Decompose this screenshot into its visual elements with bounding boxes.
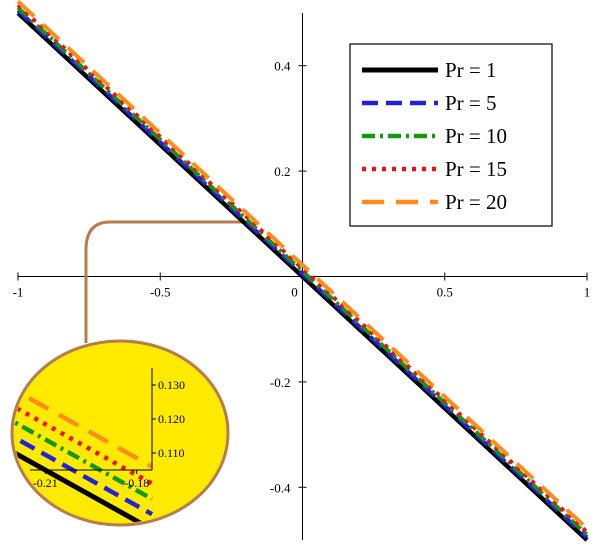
x-tick-label: 0.5 <box>437 285 453 300</box>
inset-x-tick-label: -0.18 <box>124 476 149 490</box>
inset-series <box>14 379 154 523</box>
y-tick-label: 0.4 <box>274 59 291 74</box>
inset-y-tick-label: 0.110 <box>158 446 185 460</box>
y-tick-label: 0.2 <box>274 164 290 179</box>
legend-label-3: Pr = 10 <box>445 124 507 148</box>
legend-label-5: Pr = 20 <box>445 190 507 214</box>
x-tick-label: 0 <box>291 285 298 300</box>
connector-path <box>84 220 245 343</box>
inset-series-line-2 <box>14 427 154 517</box>
inset-circle <box>10 339 230 527</box>
x-tick-label: -0.5 <box>150 285 171 300</box>
tick-labels: -1 -0.5 0 0.5 1 0.4 0.2 -0.2 -0.4 <box>13 59 591 496</box>
y-tick-label: -0.2 <box>270 375 291 390</box>
legend-label-4: Pr = 15 <box>445 157 507 181</box>
x-tick-label: -1 <box>13 285 24 300</box>
series-line-5 <box>16 0 589 530</box>
legend-box <box>349 43 553 227</box>
inset-series-line-1 <box>14 442 154 523</box>
legend: Pr = 1 Pr = 5 Pr = 10 Pr = 15 Pr = 20 <box>349 43 553 227</box>
series-lines <box>16 0 589 542</box>
inset-zoom: -0.21 -0.18 0.130 0.120 0.110 <box>10 339 230 527</box>
inset-series-line-3 <box>14 411 154 501</box>
inset-y-tick-label: 0.120 <box>158 412 185 426</box>
legend-label-2: Pr = 5 <box>445 91 497 115</box>
legend-label-1: Pr = 1 <box>445 58 497 82</box>
y-tick-label: -0.4 <box>270 480 291 495</box>
x-tick-label: 1 <box>584 285 591 300</box>
inset-y-tick-label: 0.130 <box>158 378 185 392</box>
inset-x-tick-label: -0.21 <box>33 476 58 490</box>
inset-connector <box>84 220 245 343</box>
inset-series-line-5 <box>14 379 154 469</box>
